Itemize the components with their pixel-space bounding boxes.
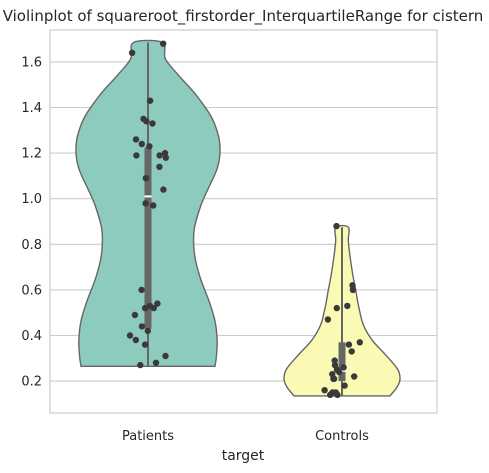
x-tick-labels: Patients Controls [122, 429, 369, 444]
data-point [138, 140, 145, 148]
y-tick-labels: 0.2 0.4 0.6 0.8 1.0 1.2 1.4 1.6 [21, 55, 42, 389]
y-tick-label: 0.4 [21, 329, 42, 344]
y-tick-label: 0.2 [21, 375, 42, 390]
data-point [335, 368, 343, 376]
data-point [324, 316, 332, 323]
data-point [160, 40, 167, 47]
data-point [150, 202, 157, 209]
data-point [156, 152, 163, 159]
data-point [141, 341, 149, 348]
iqr-box [338, 342, 346, 382]
data-point [132, 336, 139, 344]
data-point [356, 339, 363, 346]
data-point [344, 302, 351, 310]
data-point [162, 352, 169, 360]
y-tick-label: 1.4 [21, 101, 42, 116]
data-point [137, 361, 144, 369]
data-point [348, 348, 355, 355]
data-point [341, 382, 348, 389]
data-point [128, 49, 136, 56]
data-point [132, 136, 140, 143]
data-point [340, 364, 347, 371]
x-tick-label: Controls [315, 429, 369, 444]
data-point [152, 359, 160, 366]
y-tick-label: 1.0 [21, 192, 42, 207]
y-tick-label: 1.2 [21, 147, 42, 162]
chart-title: Violinplot of squareroot_firstorder_Inte… [3, 7, 484, 26]
data-point [141, 304, 149, 312]
data-point [150, 304, 157, 312]
data-point [156, 163, 163, 170]
data-point [142, 175, 150, 182]
data-point [333, 222, 340, 230]
data-point [149, 120, 156, 127]
data-point [330, 375, 338, 382]
data-point [334, 391, 341, 398]
data-point [126, 332, 134, 339]
data-point [138, 323, 146, 330]
data-point [321, 387, 328, 394]
y-tick-label: 0.6 [21, 283, 42, 298]
data-point [154, 300, 161, 307]
data-point [142, 200, 149, 207]
data-point [131, 311, 139, 319]
data-point [345, 341, 353, 348]
data-point [333, 304, 340, 312]
y-tick-label: 0.8 [21, 238, 42, 253]
data-point [133, 152, 140, 159]
x-tick-label: Patients [122, 429, 174, 444]
data-point [351, 373, 358, 380]
y-tick-label: 1.6 [21, 55, 42, 70]
data-point [146, 97, 154, 104]
data-point [162, 154, 169, 161]
strip-points [126, 40, 363, 398]
data-point [349, 282, 356, 289]
data-point [349, 286, 357, 294]
iqr-box [144, 147, 152, 329]
data-point [138, 286, 145, 294]
data-point [143, 118, 150, 125]
data-point [160, 186, 167, 193]
data-point [327, 391, 334, 398]
data-point [144, 327, 151, 335]
x-axis-label: target [222, 448, 265, 464]
violins [75, 39, 401, 397]
plot-frame [49, 29, 438, 414]
data-point [146, 143, 153, 150]
